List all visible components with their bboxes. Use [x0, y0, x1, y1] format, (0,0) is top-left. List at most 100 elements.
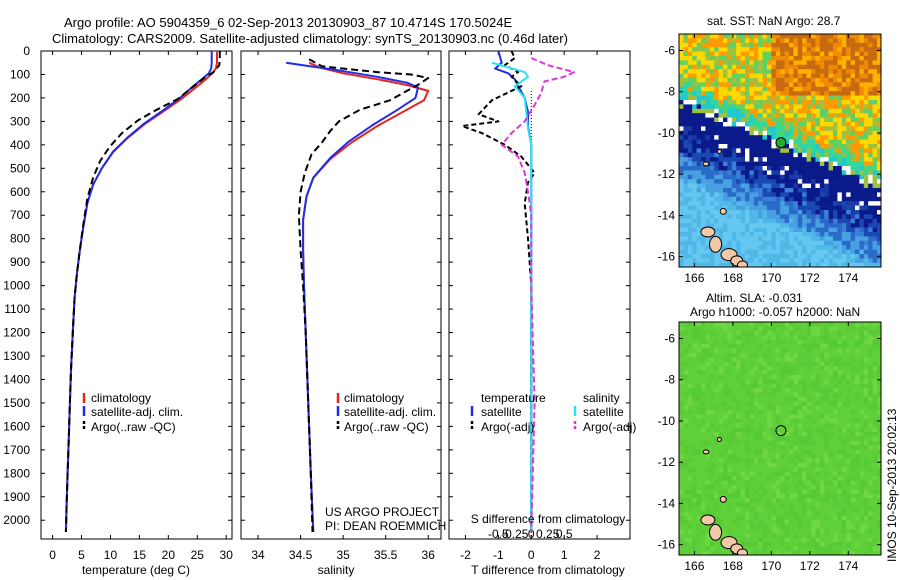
sst-cell [789, 108, 794, 114]
sst-cell [762, 210, 768, 215]
sst-cell [683, 205, 689, 211]
sst-cell [780, 223, 785, 228]
sla-cell [775, 361, 781, 367]
sla-cell [846, 502, 851, 508]
sla-cell [758, 493, 763, 499]
sst-cell [833, 122, 838, 127]
sla-cell [877, 330, 881, 336]
sst-cell [723, 113, 728, 118]
sla-cell [696, 357, 702, 362]
sst-cell [758, 232, 763, 237]
sst-cell [793, 64, 799, 70]
sla-cell [784, 357, 790, 362]
sst-cell [714, 47, 719, 52]
sst-cell [749, 254, 755, 259]
sst-cell [811, 144, 816, 149]
sst-cell [837, 100, 843, 105]
sst-cell [687, 183, 693, 189]
sla-cell [687, 524, 693, 530]
sst-cell [731, 108, 737, 114]
sst-cell [841, 157, 847, 162]
sst-cell [709, 100, 715, 105]
sst-cell [701, 73, 706, 79]
sla-cell [855, 489, 860, 494]
sst-cell [683, 245, 689, 250]
sla-cell [749, 410, 755, 415]
sst-cell [841, 122, 847, 127]
sla-cell [683, 405, 689, 411]
sst-cell [753, 148, 759, 154]
sst-cell [679, 144, 684, 149]
sst-cell [683, 34, 689, 39]
sst-cell [758, 113, 763, 118]
sst-cell [753, 232, 759, 237]
sla-cell [850, 480, 856, 486]
x-tick-label: 10 [104, 548, 118, 562]
sla-cell [811, 542, 816, 547]
sst-cell [771, 82, 777, 88]
sst-cell [872, 157, 878, 162]
sst-cell [846, 183, 851, 189]
sst-cell [789, 51, 794, 57]
sla-cell [863, 445, 869, 450]
sla-cell [850, 528, 856, 534]
sst-cell [718, 152, 724, 158]
sla-cell [683, 520, 689, 525]
sst-cell [863, 47, 869, 52]
sla-cell [771, 506, 777, 512]
sla-cell [877, 502, 881, 508]
sst-cell [872, 152, 878, 158]
sst-cell [771, 56, 777, 61]
sst-cell [815, 262, 821, 267]
sst-cell [850, 148, 856, 154]
sst-cell [740, 174, 746, 180]
sla-cell [789, 410, 794, 415]
sst-cell [815, 56, 821, 61]
sla-cell [806, 344, 812, 349]
sla-cell [811, 480, 816, 486]
sla-cell [819, 357, 825, 362]
sst-cell [789, 179, 794, 184]
sst-cell [727, 218, 733, 224]
sst-cell [749, 227, 755, 233]
sst-cell [872, 108, 878, 114]
sst-cell [775, 157, 781, 162]
series-line [297, 58, 430, 533]
sst-cell [771, 95, 777, 101]
sla-cell [736, 401, 741, 406]
sst-cell [718, 188, 724, 193]
sst-cell [802, 51, 807, 57]
sla-cell [877, 493, 881, 499]
sla-cell [802, 484, 807, 490]
sst-cell [687, 95, 693, 101]
depth-tick-label: 1200 [3, 326, 30, 340]
sla-cell [868, 388, 873, 393]
sst-cell [736, 227, 741, 233]
sst-cell [705, 205, 711, 211]
sst-cell [723, 262, 728, 267]
sst-cell [683, 139, 689, 145]
sst-cell [740, 223, 746, 228]
sla-cell [758, 537, 763, 543]
sst-cell [709, 210, 715, 215]
sst-cell [806, 82, 812, 88]
sst-cell [833, 245, 838, 250]
sst-cell [846, 218, 851, 224]
sla-cell [872, 330, 878, 336]
sst-cell [683, 38, 689, 44]
sst-cell [841, 240, 847, 246]
sst-cell [753, 201, 759, 206]
sst-cell [841, 223, 847, 228]
sst-cell [811, 69, 816, 74]
sla-cell [833, 374, 838, 380]
sst-cell [797, 51, 803, 57]
sst-cell [811, 86, 816, 92]
sst-cell [775, 108, 781, 114]
sst-cell [727, 130, 733, 136]
sla-cell [692, 392, 697, 398]
sst-cell [679, 183, 684, 189]
sst-cell [731, 201, 737, 206]
sst-cell [789, 148, 794, 154]
sst-cell [727, 60, 733, 66]
sla-cell [824, 515, 829, 521]
